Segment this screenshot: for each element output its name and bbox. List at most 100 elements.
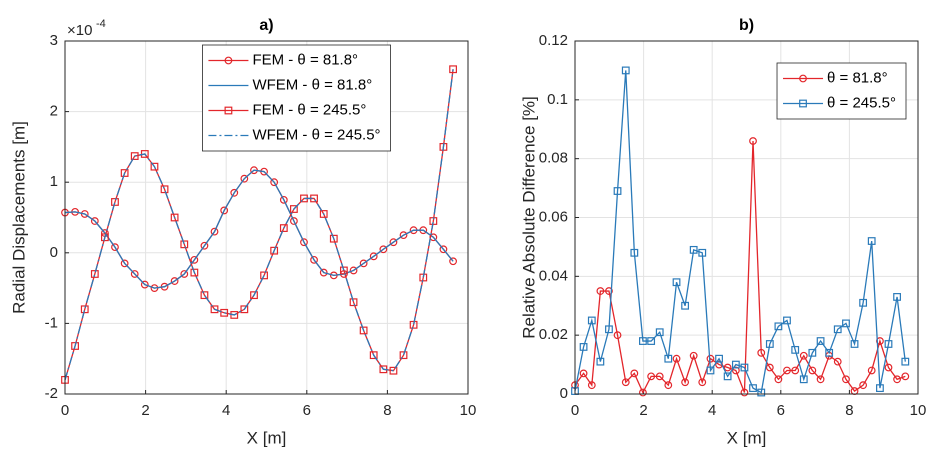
- marker-square: [867, 237, 876, 245]
- marker-circle: [731, 366, 740, 375]
- marker-circle: [379, 245, 388, 254]
- marker-circle: [170, 277, 179, 285]
- y-tick-label: 1: [50, 173, 58, 190]
- y-tick-label: -2: [45, 385, 58, 402]
- y-exponent-power: -4: [96, 18, 106, 30]
- marker-circle: [757, 348, 766, 357]
- marker-circle: [240, 174, 249, 183]
- x-tick-label: 0: [571, 402, 579, 419]
- series-line: [64, 169, 454, 289]
- marker-square: [190, 268, 199, 277]
- marker-square: [825, 348, 834, 357]
- marker-square: [715, 354, 723, 363]
- chart-title: b): [739, 17, 754, 34]
- marker-circle: [389, 238, 398, 247]
- x-tick-label: 2: [141, 402, 149, 419]
- legend: θ = 81.8° θ = 245.5°: [776, 62, 907, 120]
- x-tick-label: 8: [845, 402, 853, 419]
- y-axis-label: Relative Absolute Difference [%]: [519, 96, 538, 339]
- marker-square: [765, 340, 774, 348]
- marker-circle: [399, 231, 408, 240]
- legend-label: θ = 245.5°: [827, 94, 896, 111]
- marker-square: [706, 366, 715, 375]
- y-tick-label: 3: [50, 32, 58, 49]
- marker-circle: [439, 245, 448, 254]
- y-tick-label: 0: [560, 385, 568, 402]
- marker-circle: [369, 252, 378, 261]
- marker-square: [672, 278, 681, 287]
- marker-square: [799, 375, 808, 384]
- marker-square: [250, 291, 258, 300]
- marker-square: [279, 224, 288, 232]
- marker-square: [170, 213, 179, 222]
- axes-box: [64, 40, 469, 395]
- marker-square: [260, 271, 268, 280]
- legend-label: θ = 81.8°: [827, 69, 888, 86]
- y-tick-label: 0.12: [539, 32, 568, 49]
- marker-square: [655, 328, 664, 337]
- marker-circle: [220, 206, 229, 215]
- marker-circle: [749, 137, 757, 145]
- marker-circle: [605, 287, 613, 295]
- marker-square: [80, 305, 89, 314]
- marker-square: [596, 357, 605, 366]
- marker-circle: [876, 337, 884, 345]
- marker-square: [180, 240, 189, 249]
- marker-square: [605, 325, 613, 334]
- marker-circle: [833, 357, 842, 366]
- marker-square: [270, 246, 279, 255]
- marker-circle: [279, 195, 288, 204]
- marker-circle: [349, 266, 358, 275]
- x-axis-label: X [m]: [247, 428, 287, 447]
- marker-square: [120, 169, 129, 177]
- marker-square: [833, 325, 842, 334]
- marker-square: [140, 150, 149, 158]
- x-tick-label: 2: [639, 402, 647, 419]
- marker-circle: [867, 366, 876, 375]
- marker-circle: [799, 74, 807, 83]
- y-tick-label: 0.04: [539, 267, 568, 284]
- marker-circle: [587, 381, 596, 390]
- marker-circle: [130, 270, 139, 278]
- legend-box: [202, 44, 391, 152]
- marker-circle: [319, 268, 328, 277]
- marker-circle: [901, 372, 910, 381]
- marker-circle: [630, 369, 639, 378]
- marker-circle: [613, 331, 622, 340]
- series-line: [574, 70, 906, 394]
- marker-square: [369, 351, 378, 360]
- marker-circle: [449, 257, 457, 266]
- x-tick-label: 6: [777, 402, 785, 419]
- marker-square: [621, 66, 630, 75]
- marker-circle: [290, 217, 298, 225]
- marker-square: [630, 248, 639, 257]
- marker-circle: [698, 378, 707, 387]
- marker-square: [850, 340, 859, 348]
- marker-square: [579, 343, 588, 351]
- marker-circle: [740, 388, 749, 397]
- series-line: [64, 69, 454, 381]
- marker-circle: [783, 366, 791, 375]
- marker-circle: [774, 375, 783, 384]
- marker-circle: [200, 241, 209, 250]
- marker-square: [689, 245, 698, 254]
- marker-square: [791, 345, 800, 354]
- marker-square: [150, 162, 159, 171]
- marker-square: [731, 360, 740, 369]
- marker-square: [639, 337, 647, 345]
- marker-circle: [596, 287, 605, 295]
- y-tick-label: 0.02: [539, 326, 568, 343]
- marker-square: [224, 106, 233, 115]
- legend-label: WFEM - θ = 81.8°: [252, 76, 372, 93]
- legend-label: FEM - θ = 81.8°: [252, 51, 358, 68]
- marker-circle: [230, 188, 239, 197]
- marker-circle: [621, 378, 630, 387]
- x-tick-label: 4: [708, 402, 716, 419]
- marker-circle: [884, 363, 893, 372]
- marker-square: [749, 384, 757, 393]
- marker-square: [664, 354, 673, 363]
- marker-square: [319, 210, 328, 218]
- marker-square: [587, 316, 596, 325]
- marker-circle: [639, 388, 647, 397]
- marker-square: [757, 388, 766, 397]
